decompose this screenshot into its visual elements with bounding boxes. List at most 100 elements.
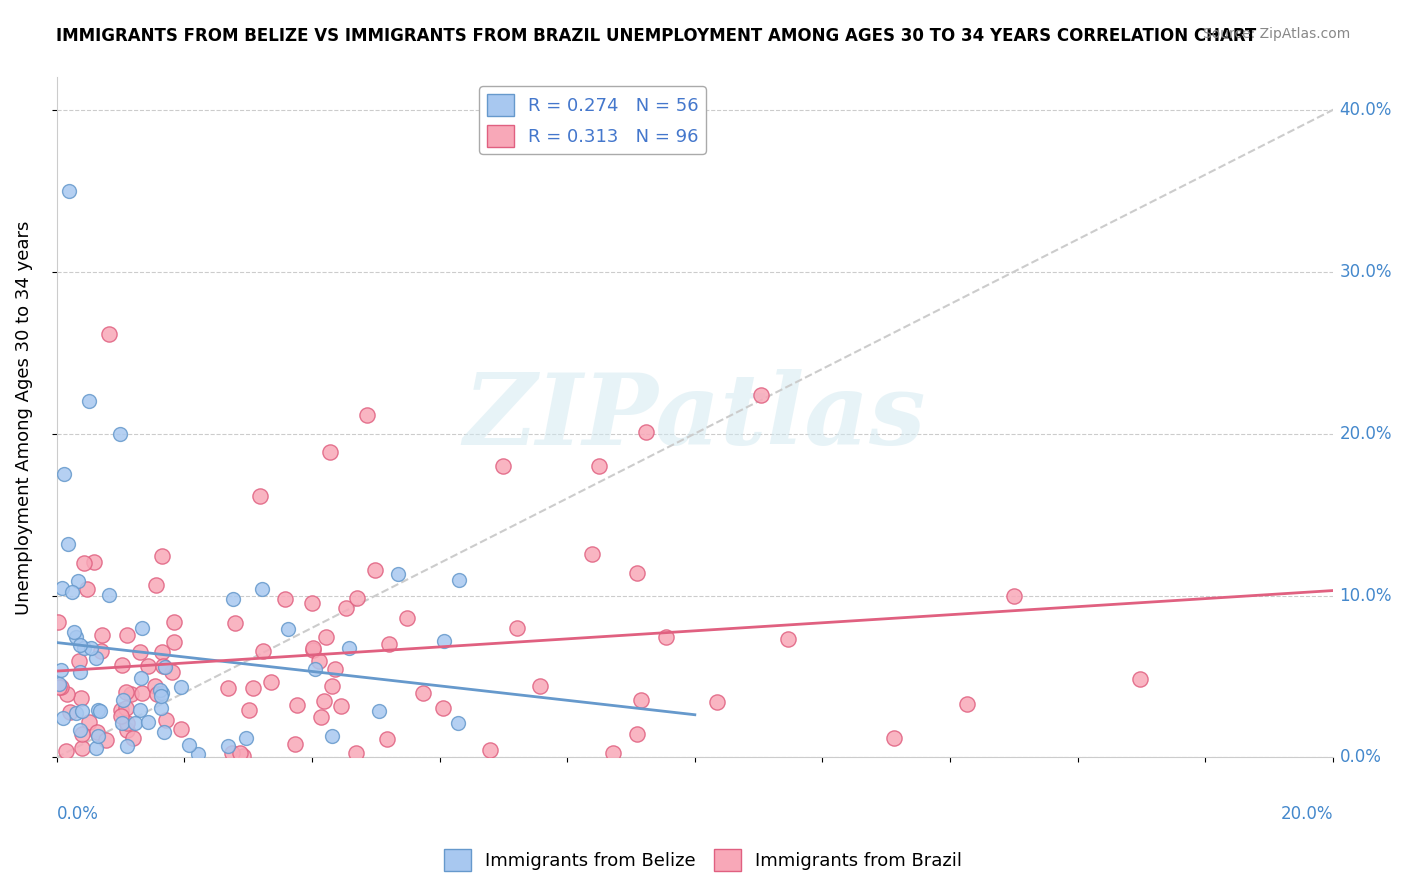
Point <box>124 715 146 730</box>
Point <box>285 698 308 712</box>
Point <box>115 739 138 753</box>
Point <box>319 445 342 459</box>
Point <box>59 705 82 719</box>
Point <box>136 714 159 729</box>
Text: 10.0%: 10.0% <box>1340 587 1392 605</box>
Point <box>177 738 200 752</box>
Point <box>65 630 87 644</box>
Point <box>86 725 108 739</box>
Point <box>53 467 76 481</box>
Point <box>49 664 72 678</box>
Point <box>51 581 73 595</box>
Point <box>302 643 325 657</box>
Point <box>339 641 361 656</box>
Point <box>335 601 357 615</box>
Point <box>73 556 96 570</box>
Point <box>90 628 112 642</box>
Point <box>110 426 132 441</box>
Point <box>111 658 134 673</box>
Point <box>309 709 332 723</box>
Point <box>46 615 69 629</box>
Point <box>136 659 159 673</box>
Point <box>155 659 177 673</box>
Point <box>232 748 254 763</box>
Point <box>260 674 283 689</box>
Point <box>170 722 193 736</box>
Point <box>630 693 652 707</box>
Point <box>67 654 90 668</box>
Point <box>121 731 143 746</box>
Point <box>87 703 110 717</box>
Point <box>479 743 502 757</box>
Point <box>48 681 70 695</box>
Point <box>626 566 648 580</box>
Text: Source: ZipAtlas.com: Source: ZipAtlas.com <box>1202 27 1350 41</box>
Point <box>114 685 136 699</box>
Point <box>110 703 132 717</box>
Point <box>449 573 471 587</box>
Point <box>432 701 454 715</box>
Point <box>706 695 728 709</box>
Text: ZIPatlas: ZIPatlas <box>464 369 927 466</box>
Point <box>315 630 337 644</box>
Point <box>150 690 173 704</box>
Point <box>395 611 418 625</box>
Point <box>375 732 398 747</box>
Point <box>84 741 107 756</box>
Point <box>378 637 401 651</box>
Point <box>69 639 91 653</box>
Point <box>330 698 353 713</box>
Y-axis label: Unemployment Among Ages 30 to 34 years: Unemployment Among Ages 30 to 34 years <box>15 220 32 615</box>
Point <box>70 704 93 718</box>
Point <box>58 537 80 551</box>
Point <box>363 563 385 577</box>
Point <box>152 659 174 673</box>
Point <box>117 715 139 730</box>
Text: IMMIGRANTS FROM BELIZE VS IMMIGRANTS FROM BRAZIL UNEMPLOYMENT AMONG AGES 30 TO 3: IMMIGRANTS FROM BELIZE VS IMMIGRANTS FRO… <box>56 27 1257 45</box>
Point <box>447 716 470 731</box>
Point <box>80 641 103 656</box>
Point <box>346 591 368 606</box>
Point <box>235 731 257 745</box>
Text: 0.0%: 0.0% <box>56 805 98 823</box>
Legend: R = 0.274   N = 56, R = 0.313   N = 96: R = 0.274 N = 56, R = 0.313 N = 96 <box>479 87 706 154</box>
Text: 20.0%: 20.0% <box>1281 805 1333 823</box>
Point <box>84 651 107 665</box>
Legend: Immigrants from Belize, Immigrants from Brazil: Immigrants from Belize, Immigrants from … <box>436 842 970 879</box>
Point <box>115 700 138 714</box>
Point <box>356 408 378 422</box>
Point <box>155 713 177 727</box>
Point <box>98 588 121 602</box>
Point <box>187 747 209 762</box>
Point <box>110 708 132 723</box>
Point <box>90 644 112 658</box>
Point <box>242 681 264 695</box>
Point <box>224 615 246 630</box>
Point <box>112 693 135 707</box>
Point <box>602 747 624 761</box>
Text: 30.0%: 30.0% <box>1340 263 1392 281</box>
Point <box>129 671 152 685</box>
Point <box>387 566 409 581</box>
Point <box>634 425 657 440</box>
Point <box>69 723 91 738</box>
Point <box>150 701 173 715</box>
Point <box>170 680 193 694</box>
Point <box>238 703 260 717</box>
Point <box>1129 672 1152 686</box>
Point <box>70 741 93 756</box>
Point <box>323 662 346 676</box>
Point <box>73 641 96 656</box>
Point <box>63 624 86 639</box>
Point <box>129 645 152 659</box>
Point <box>149 682 172 697</box>
Point <box>956 697 979 711</box>
Point <box>150 549 173 564</box>
Point <box>83 556 105 570</box>
Point <box>117 723 139 737</box>
Point <box>217 739 239 753</box>
Point <box>146 686 169 700</box>
Point <box>58 184 80 198</box>
Point <box>250 582 273 596</box>
Point <box>143 679 166 693</box>
